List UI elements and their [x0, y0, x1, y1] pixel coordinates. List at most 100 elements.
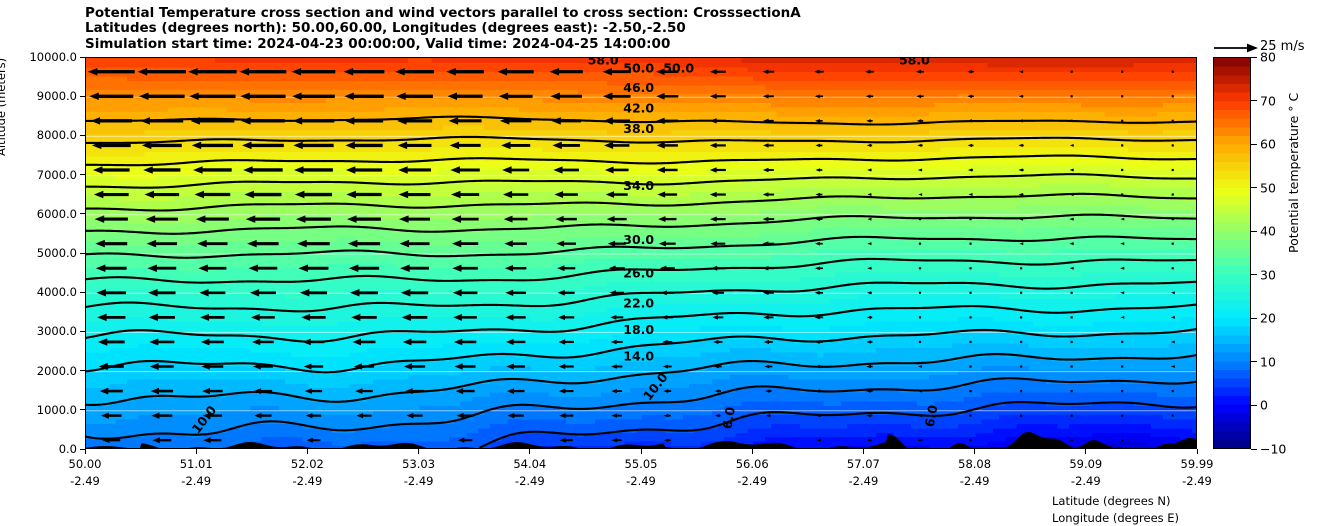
contour-label: 26.0 [623, 265, 654, 280]
colorbar-tick-mark [1251, 230, 1257, 232]
colorbar-tick-label: 70 [1260, 93, 1276, 109]
y-axis-tick-label: 5000.0 [36, 246, 77, 260]
x-axis-tick-label-lat: 50.00 [68, 457, 102, 471]
contour-label: 22.0 [623, 296, 654, 311]
contour-label: 38.0 [623, 121, 654, 136]
y-axis-tick-mark [80, 174, 85, 176]
colorbar-tick-label: 80 [1260, 49, 1276, 65]
contour-labels: 58.0 58.0 50.0 50.0 46.0 42.0 38.0 34.0 30.0 26.0… [188, 58, 940, 436]
colorbar-tick-label: 10 [1260, 354, 1276, 370]
x-axis-tick-label-lat: 53.03 [402, 457, 436, 471]
y-axis-tick-mark [80, 95, 85, 97]
x-axis-label-lat: Latitude (degrees N) [1052, 494, 1171, 508]
x-axis-tick-label-lon: -2.49 [403, 474, 434, 488]
colorbar-gradient [1214, 58, 1250, 448]
colorbar-tick-label: −10 [1260, 441, 1287, 457]
x-axis-tick-label-lon: -2.49 [959, 474, 990, 488]
contour-label: 6.0 [922, 403, 941, 428]
colorbar-tick-label: 0 [1260, 397, 1268, 413]
x-axis-tick-label-lat: 58.08 [958, 457, 992, 471]
colorbar-tick-mark [1251, 143, 1257, 145]
contour-label: 58.0 [588, 58, 619, 68]
x-axis-tick-label-lat: 59.09 [1069, 457, 1103, 471]
colorbar-tick-mark [1251, 187, 1257, 189]
y-axis-tick-label: 4000.0 [36, 285, 77, 300]
x-axis-tick-label-lon: -2.49 [1182, 474, 1212, 488]
x-axis-label-lon: Longitude (degrees E) [1052, 511, 1180, 525]
y-axis-tick-mark [80, 252, 85, 254]
x-axis-tick-label-lon: -2.49 [1070, 474, 1101, 488]
y-axis-tick-mark [80, 330, 85, 332]
x-axis-tick-mark [529, 449, 531, 454]
x-axis-tick-mark [640, 449, 642, 454]
x-axis-tick-label-lat: 57.07 [846, 457, 880, 471]
x-axis-tick-mark [751, 449, 753, 454]
x-axis-tick-label-lat: 56.06 [735, 457, 769, 471]
colorbar-tick-label: 50 [1260, 180, 1276, 196]
colorbar-tick-label: 30 [1260, 267, 1276, 283]
y-axis-tick-label: 1000.0 [36, 402, 77, 417]
y-axis-tick-label: 8000.0 [36, 128, 77, 143]
x-axis-tick-mark [1196, 449, 1198, 454]
y-axis-tick-label: 7000.0 [36, 167, 77, 182]
colorbar-tick-mark [1251, 317, 1257, 319]
colorbar-tick-label: 20 [1260, 310, 1276, 326]
contour-label: 34.0 [623, 178, 654, 193]
colorbar-tick-label: 40 [1260, 223, 1276, 239]
x-axis-tick-label-lon: -2.49 [292, 474, 323, 488]
y-axis-tick-label: 2000.0 [36, 363, 77, 378]
x-axis-tick-mark [974, 449, 976, 454]
x-axis-tick-label-lat: 55.05 [624, 457, 658, 471]
x-axis-tick-mark [84, 449, 86, 454]
colorbar [1213, 57, 1251, 449]
arrow-right-icon [1214, 43, 1258, 53]
y-axis-tick-label: 6000.0 [36, 206, 77, 221]
y-axis-tick-mark [80, 448, 85, 450]
colorbar-tick-mark [1251, 100, 1257, 102]
y-axis-tick-mark [80, 56, 85, 58]
y-axis-tick-mark [80, 134, 85, 136]
x-axis-tick-label-lon: -2.49 [514, 474, 545, 488]
y-axis-tick-mark [80, 370, 85, 372]
colorbar-label: Potential temperature ° C [1286, 92, 1301, 253]
cross-section-plot: 58.0 58.0 50.0 50.0 46.0 42.0 38.0 34.0 30.0 26.0… [85, 57, 1197, 449]
y-axis-tick-label: 3000.0 [36, 324, 77, 339]
y-axis-tick-mark [80, 213, 85, 215]
title-line-2: Latitudes (degrees north): 50.00,60.00, … [85, 20, 686, 37]
x-axis-tick-mark [1085, 449, 1087, 454]
x-axis-tick-label-lat: 51.01 [179, 457, 213, 471]
contour-label: 18.0 [623, 322, 654, 337]
x-axis-tick-label-lat: 52.02 [290, 457, 324, 471]
contour-label: 58.0 [899, 58, 930, 68]
x-axis-tick-mark [195, 449, 197, 454]
y-axis-tick-label: 0.0 [58, 442, 77, 456]
colorbar-tick-mark [1251, 274, 1257, 276]
title-line-1: Potential Temperature cross section and … [85, 5, 801, 21]
quiver-key-label: 25 m/s [1260, 39, 1305, 54]
title-line-3: Simulation start time: 2024-04-23 00:00:… [85, 35, 671, 52]
x-axis-tick-label-lon: -2.49 [70, 474, 100, 488]
chart-title-block: Potential Temperature cross section and … [85, 5, 1205, 52]
x-axis-tick-label-lat: 59.99 [1180, 457, 1214, 471]
colorbar-tick-mark [1251, 56, 1257, 58]
colorbar-tick-mark [1251, 404, 1257, 407]
colorbar-tick-label: 60 [1260, 136, 1276, 152]
x-axis-tick-mark [418, 449, 420, 454]
contour-lines [86, 115, 1196, 448]
x-axis-tick-label-lon: -2.49 [737, 474, 768, 488]
y-axis-tick-mark [80, 409, 85, 411]
contour-label: 42.0 [623, 100, 654, 115]
x-axis-tick-mark [306, 449, 308, 454]
y-axis-tick-label: 10000.0 [29, 50, 77, 64]
x-axis-tick-label-lon: -2.49 [626, 474, 656, 488]
contour-label: 50.0 [663, 60, 694, 75]
plot-canvas: 58.0 58.0 50.0 50.0 46.0 42.0 38.0 34.0 30.0 26.0… [86, 58, 1196, 448]
x-axis-tick-label-lat: 54.04 [513, 457, 547, 471]
wind-vectors [87, 67, 1175, 444]
colorbar-tick-mark [1251, 361, 1257, 363]
x-axis-tick-mark [862, 449, 864, 454]
contour-label: 14.0 [623, 348, 654, 363]
x-axis-tick-label-lon: -2.49 [181, 474, 212, 488]
contour-label: 6.0 [719, 405, 738, 430]
colorbar-tick-mark [1251, 448, 1257, 450]
